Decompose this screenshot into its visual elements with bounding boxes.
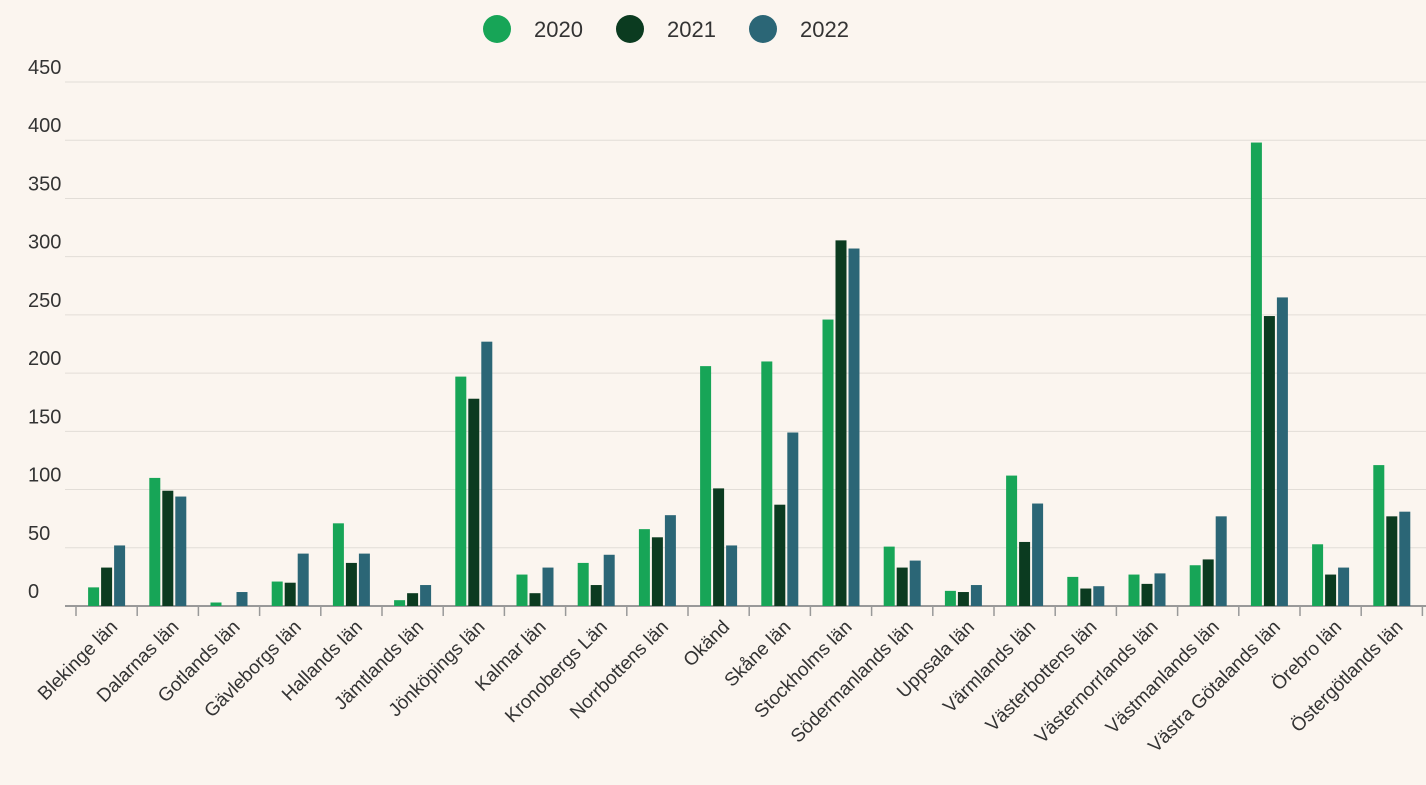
bar [577,562,589,606]
bar [407,593,419,606]
bar [664,515,676,606]
bar [590,585,602,606]
x-tick-label: Östergötlands län [1287,617,1407,737]
y-tick-label: 100 [28,465,61,487]
bar [1399,511,1411,606]
bar [1373,465,1385,606]
bar [1325,574,1337,606]
bar [455,376,467,606]
y-tick-label: 350 [28,173,61,195]
bar [516,574,528,606]
bar [1141,583,1153,606]
bar [761,361,773,606]
bar [713,488,725,606]
bar [394,600,406,606]
bar [1093,586,1105,606]
y-tick-label: 150 [28,406,61,428]
bar [468,398,480,606]
bar [1263,316,1275,606]
bar [345,562,357,606]
bar [883,546,895,606]
bar [284,582,296,606]
bar [651,537,663,606]
bar [700,366,712,606]
legend-label: 2021 [667,17,716,42]
bar [787,432,799,606]
bar [970,585,982,606]
bar [1128,574,1140,606]
legend-swatch [616,15,644,43]
bar [210,602,222,606]
bar [297,553,309,606]
bar [822,319,834,606]
y-tick-label: 450 [28,57,61,79]
bar [1019,541,1031,606]
legend-label: 2022 [800,17,849,42]
bar [638,529,650,606]
bar [909,560,921,606]
bar [481,341,493,606]
bar [542,567,554,606]
bar [1338,567,1350,606]
bar [1080,588,1092,606]
y-tick-label: 300 [28,232,61,254]
legend-label: 2020 [534,17,583,42]
y-tick-label: 50 [28,523,50,545]
bar [1032,503,1044,606]
bar [271,581,283,606]
bar [896,567,908,606]
bar [774,504,786,606]
bar [1154,573,1166,606]
bar [1067,576,1079,606]
bar [114,545,126,606]
y-tick-label: 0 [28,581,39,603]
bar [358,553,370,606]
bar [236,592,248,606]
bar [1386,516,1398,606]
bar [1215,516,1227,606]
x-tick-label: Västerbottens län [982,617,1101,736]
bar [88,587,100,606]
bar [1250,142,1262,606]
bar [1312,544,1324,606]
bar [332,523,344,606]
bar [1189,565,1201,606]
bar [149,477,161,606]
x-tick-label: Västmanlands län [1102,617,1224,739]
bar [175,496,187,606]
y-tick-label: 200 [28,348,61,370]
bar [420,585,432,606]
bar [848,248,860,606]
bar [603,554,615,606]
bar [726,545,738,606]
bar [944,590,956,606]
bar [529,593,541,606]
legend-swatch [749,15,777,43]
x-tick-label: Okänd [680,617,734,671]
bar [957,592,969,606]
bar [162,490,174,606]
bar [101,567,113,606]
legend-swatch [483,15,511,43]
bar [835,240,847,606]
bar [1276,297,1288,606]
y-tick-label: 250 [28,290,61,312]
y-tick-label: 400 [28,115,61,137]
bar [1202,559,1214,606]
bar [1006,475,1018,606]
